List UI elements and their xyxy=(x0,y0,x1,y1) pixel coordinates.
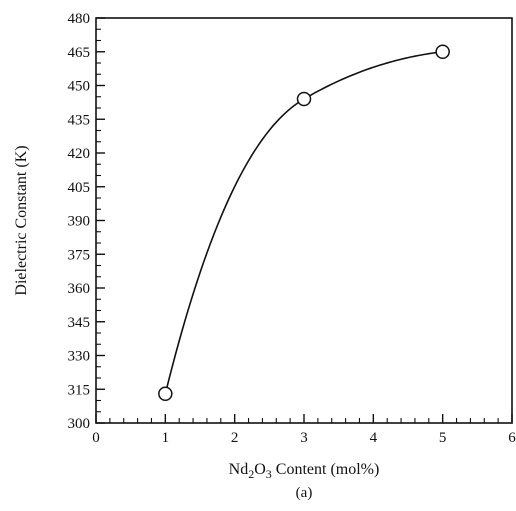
y-tick-label: 465 xyxy=(68,45,91,61)
y-tick-label: 315 xyxy=(68,382,91,398)
x-axis-title-subscript: 2 xyxy=(248,467,254,481)
x-tick-label: 2 xyxy=(231,430,239,446)
data-point xyxy=(296,91,312,107)
y-tick-label: 480 xyxy=(68,11,91,27)
data-point xyxy=(435,44,450,59)
y-tick-label: 375 xyxy=(68,247,91,263)
y-tick-label: 330 xyxy=(68,349,91,365)
x-tick-label: 1 xyxy=(162,430,170,446)
x-axis-title-part: Content (mol%) xyxy=(272,461,380,478)
data-point xyxy=(158,386,173,401)
series xyxy=(158,44,450,401)
panel-label: (a) xyxy=(296,485,313,501)
x-tick-label: 6 xyxy=(508,430,516,446)
y-tick-label: 435 xyxy=(68,112,91,128)
y-tick-label: 405 xyxy=(68,180,91,196)
x-axis-title-part: O xyxy=(254,461,266,478)
x-tick-label: 0 xyxy=(92,430,100,446)
y-axis-title: Dielectric Constant (K) xyxy=(13,145,30,295)
x-tick-label: 4 xyxy=(370,430,378,446)
x-tick-label: 5 xyxy=(439,430,447,446)
ticks: 3003153303453603753904054204354504654800… xyxy=(68,11,516,446)
x-tick-label: 3 xyxy=(300,430,308,446)
y-tick-label: 345 xyxy=(68,315,91,331)
y-tick-label: 300 xyxy=(68,416,91,432)
y-tick-label: 450 xyxy=(68,79,91,95)
y-tick-label: 420 xyxy=(68,146,91,162)
x-axis-title: Nd2O3 Content (mol%) xyxy=(229,461,380,481)
plot-frame xyxy=(95,17,513,424)
y-tick-label: 360 xyxy=(68,281,91,297)
x-axis-title-subscript: 3 xyxy=(266,467,272,481)
x-axis-title-part: Nd xyxy=(229,461,249,478)
y-tick-label: 390 xyxy=(68,214,91,230)
axes xyxy=(95,17,513,424)
